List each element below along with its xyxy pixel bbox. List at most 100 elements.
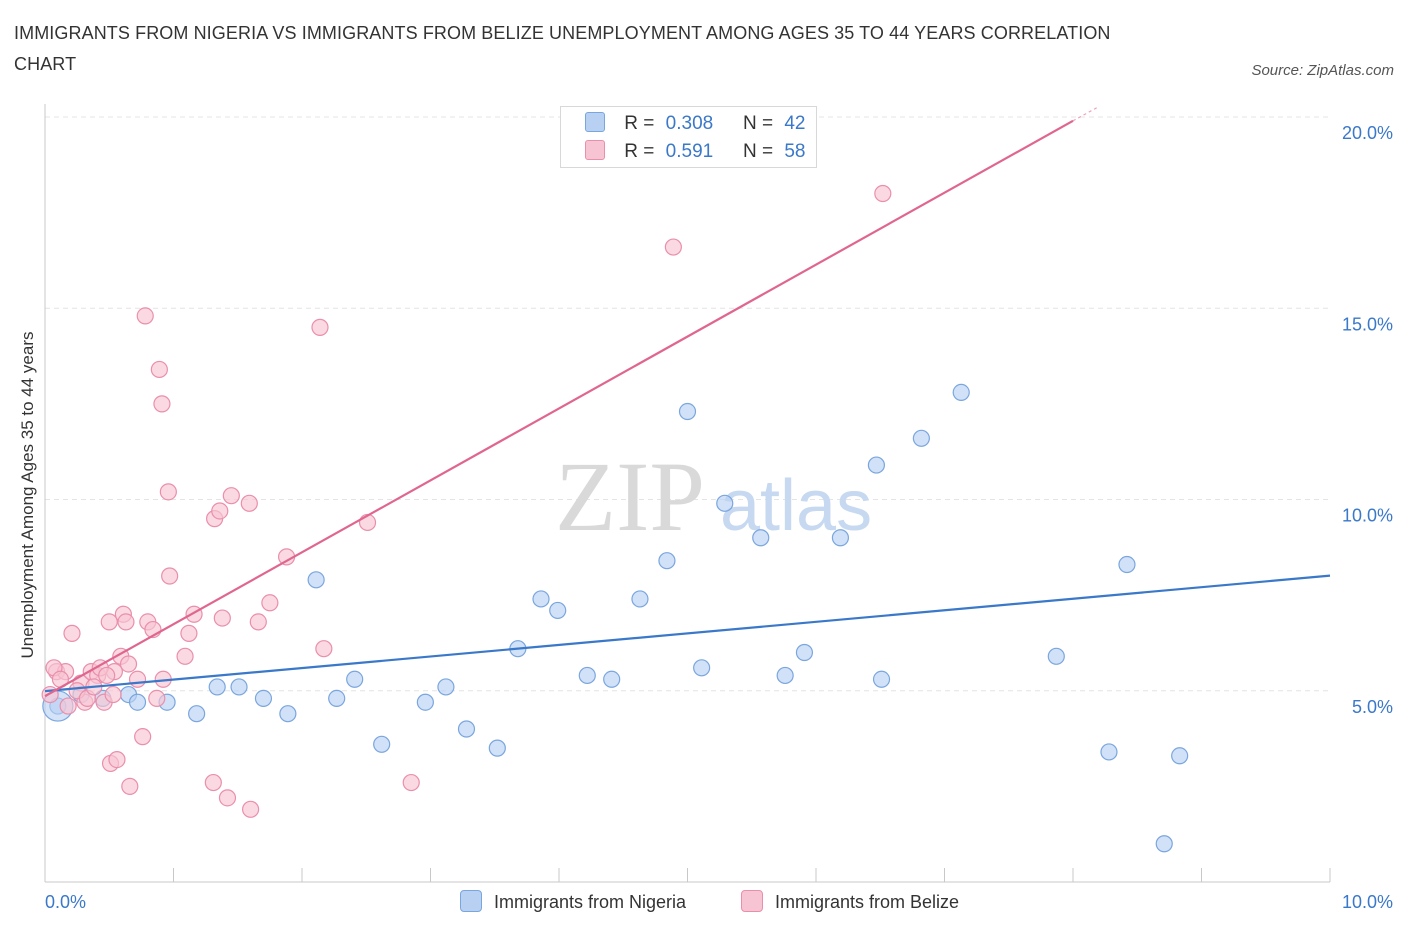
nigeria-point — [208, 678, 226, 696]
nigeria-point — [631, 590, 649, 608]
belize-point — [108, 750, 126, 769]
nigeria-point — [776, 666, 794, 685]
belize-point — [148, 689, 166, 708]
watermark: ZIP atlas — [555, 441, 872, 552]
nigeria-point — [307, 571, 325, 589]
tick-labels: 5.0% 10.0% 15.0% 20.0% 0.0% 10.0% — [45, 123, 1393, 912]
nigeria-point — [716, 494, 734, 512]
chart-source: Source: ZipAtlas.com — [1251, 62, 1394, 79]
legend-item-belize[interactable]: Immigrants from Belize — [741, 890, 959, 913]
belize-point — [59, 697, 77, 715]
trend-line-belize-extension — [1072, 106, 1099, 122]
legend-n-belize: 58 — [784, 141, 806, 162]
belize-point — [180, 624, 198, 642]
legend-swatch-belize — [741, 890, 763, 912]
watermark-zip: ZIP — [555, 441, 705, 552]
nigeria-point — [1118, 555, 1136, 574]
nigeria-point — [128, 693, 147, 711]
nigeria-point — [867, 456, 885, 474]
belize-point — [311, 318, 329, 336]
y-axis-label: Unemployment Among Ages 35 to 44 years — [18, 331, 37, 659]
nigeria-point — [1100, 743, 1118, 761]
belize-point — [98, 666, 116, 685]
nigeria-point — [416, 693, 434, 711]
legend-r-label: R = — [624, 141, 655, 162]
nigeria-point — [912, 429, 930, 447]
belize-point — [119, 655, 138, 673]
belize-point — [153, 395, 171, 413]
belize-point — [204, 773, 222, 792]
legend-label-belize: Immigrants from Belize — [775, 892, 960, 912]
legend-row-nigeria: R = 0.308 N = 42 — [585, 112, 805, 135]
trend-line-nigeria — [44, 574, 1331, 693]
belize-point — [134, 728, 152, 746]
nigeria-point — [831, 529, 850, 547]
legend-n-label: N = — [742, 113, 774, 134]
nigeria-point — [254, 689, 273, 708]
nigeria-point — [752, 529, 770, 547]
belize-point — [176, 647, 194, 665]
nigeria-point — [1047, 647, 1065, 665]
belize-point — [240, 494, 258, 512]
nigeria-point — [578, 666, 596, 685]
belize-point — [150, 360, 168, 379]
belize-point — [104, 685, 122, 704]
legend-r-label: R = — [624, 113, 655, 134]
stats-legend: R = 0.308 N = 42 R = 0.591 N = 58 — [560, 106, 817, 168]
nigeria-point — [693, 659, 711, 677]
belize-point — [136, 307, 154, 325]
belize-point — [213, 609, 231, 627]
legend-r-belize: 0.591 — [665, 141, 714, 162]
legend-label-nigeria: Immigrants from Nigeria — [494, 892, 687, 912]
nigeria-point — [279, 705, 297, 723]
belize-point — [874, 184, 892, 203]
nigeria-point — [678, 402, 697, 421]
legend-row-belize: R = 0.591 N = 58 — [585, 140, 805, 163]
belize-point — [242, 800, 260, 818]
nigeria-point — [1171, 747, 1189, 765]
legend-swatch-nigeria — [585, 112, 605, 132]
belize-point — [315, 640, 333, 658]
belize-point — [664, 238, 682, 256]
y-tick-label: 20.0% — [1342, 123, 1393, 143]
belize-point — [222, 487, 240, 505]
x-tick-label: 0.0% — [45, 892, 86, 912]
nigeria-point — [795, 643, 814, 662]
legend-item-nigeria[interactable]: Immigrants from Nigeria — [460, 890, 686, 913]
belize-point — [128, 670, 147, 688]
nigeria-point — [952, 383, 970, 401]
legend-swatch-nigeria — [460, 890, 482, 912]
belize-point — [249, 613, 267, 631]
nigeria-point — [457, 720, 476, 738]
nigeria-point — [549, 601, 567, 620]
belize-point — [261, 594, 279, 612]
x-tick-label: 10.0% — [1342, 892, 1393, 912]
y-tick-label: 5.0% — [1352, 697, 1393, 717]
nigeria-point — [603, 670, 621, 688]
nigeria-point — [437, 678, 455, 696]
legend-swatch-belize — [585, 140, 605, 160]
belize-point — [161, 567, 179, 585]
belize-point — [159, 483, 177, 501]
chart-title: IMMIGRANTS FROM NIGERIA VS IMMIGRANTS FR… — [14, 23, 1111, 74]
trend-lines — [44, 106, 1331, 698]
belize-point — [211, 502, 229, 520]
belize-point — [402, 773, 420, 792]
axes — [44, 104, 1331, 883]
belize-point — [121, 777, 139, 795]
legend-n-label: N = — [742, 141, 774, 162]
nigeria-point — [1155, 835, 1173, 853]
nigeria-point — [230, 678, 248, 696]
legend-r-nigeria: 0.308 — [665, 113, 714, 134]
belize-point — [100, 613, 118, 631]
belize-point — [218, 789, 237, 807]
y-tick-label: 15.0% — [1342, 314, 1393, 334]
nigeria-point — [373, 735, 391, 753]
y-tick-label: 10.0% — [1342, 506, 1393, 526]
nigeria-point — [188, 705, 206, 723]
watermark-atlas: atlas — [720, 466, 872, 546]
nigeria-point — [872, 670, 891, 688]
nigeria-point — [328, 689, 346, 708]
nigeria-point — [658, 552, 676, 570]
